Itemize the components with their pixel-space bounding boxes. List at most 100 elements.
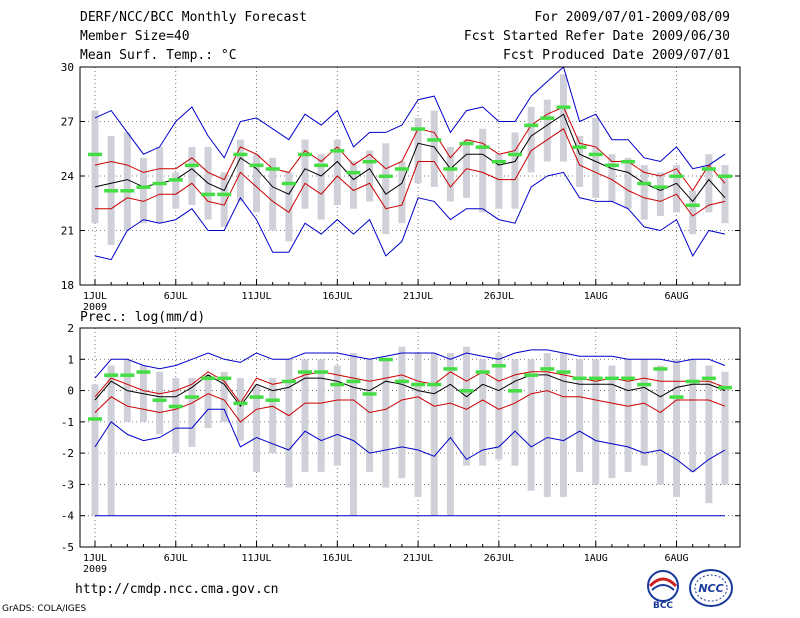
member-mark (604, 163, 619, 168)
ensemble-bar (576, 359, 584, 472)
member-mark (508, 152, 522, 157)
ensemble-bar (349, 161, 357, 209)
ensemble-bar (640, 359, 648, 466)
y-tick-label: -1 (61, 416, 74, 429)
member-mark (104, 373, 119, 377)
x-tick-label: 6AUG (664, 553, 688, 564)
member-mark (120, 373, 135, 377)
x-tick-label: 1JUL (83, 291, 107, 302)
ensemble-bar (317, 154, 325, 220)
ensemble-bar (527, 359, 535, 491)
y-tick-label: 0 (67, 385, 74, 398)
member-mark (427, 382, 442, 387)
ensemble-bar (317, 359, 325, 472)
series-p-high (94, 371, 726, 404)
member-mark (298, 370, 312, 374)
member-mark (217, 376, 232, 381)
member-mark (201, 376, 216, 381)
series-min (94, 171, 726, 261)
ensemble-bar (382, 143, 390, 235)
member-mark (184, 395, 199, 399)
member-mark (604, 376, 619, 381)
ensemble-bar (656, 172, 664, 216)
ensemble-bar (123, 132, 131, 231)
ensemble-bar (333, 365, 341, 466)
member-mark (443, 167, 458, 171)
member-mark (637, 382, 652, 387)
member-mark (653, 367, 668, 371)
ensemble-bar (398, 346, 406, 479)
member-mark (378, 357, 393, 362)
member-mark (491, 159, 506, 164)
x-tick-label: 6JUL (164, 291, 188, 302)
footer-url[interactable]: http://cmdp.ncc.cma.gov.cn (75, 582, 279, 597)
member-mark (443, 367, 458, 371)
year-label: 2009 (83, 302, 107, 313)
member-mark (556, 370, 571, 374)
ensemble-bar (511, 132, 519, 209)
x-tick-label: 6JUL (164, 553, 188, 564)
x-tick-label: 11JUL (241, 553, 271, 564)
member-mark (233, 152, 248, 157)
ensemble-bar (592, 359, 600, 485)
member-mark (411, 382, 426, 387)
series-mean (94, 113, 726, 203)
ensemble-bar (172, 378, 180, 454)
x-tick-label: 26JUL (484, 553, 514, 564)
y-tick-label: 2 (67, 322, 74, 335)
ensemble-bar (673, 165, 681, 213)
member-mark (233, 401, 248, 406)
member-mark (411, 127, 426, 131)
ensemble-bar (689, 190, 697, 235)
y-tick-label: -3 (61, 478, 74, 491)
ensemble-bar (640, 165, 648, 220)
x-tick-label: 21JUL (403, 291, 433, 302)
member-mark (330, 382, 345, 387)
ensemble-bar (511, 359, 519, 466)
member-mark (556, 105, 571, 109)
member-mark (685, 203, 700, 208)
ensemble-bar (253, 384, 261, 472)
y-tick-label: 24 (61, 170, 75, 183)
member-mark (346, 170, 361, 175)
member-mark (459, 141, 474, 146)
series-max (94, 349, 726, 379)
ensemble-bar (139, 157, 147, 224)
member-mark (669, 174, 684, 178)
y-tick-label: 21 (61, 225, 74, 238)
x-tick-label: 26JUL (484, 291, 514, 302)
bcc-logo: BCC (647, 570, 679, 610)
ensemble-bar (559, 353, 567, 497)
ensemble-bar (673, 359, 681, 497)
forecast-period: For 2009/07/01-2009/08/09 (534, 10, 730, 25)
member-mark (701, 376, 716, 381)
panel-temperature: 18 21 24 27 30 1JUL 6JUL 11JUL 16JUL 21JUL 26JUL 1A… (61, 61, 741, 313)
y-tick-label: 30 (61, 61, 74, 74)
bcc-logo-text: BCC (653, 601, 673, 610)
ensemble-bar (285, 359, 293, 488)
member-mark (572, 145, 587, 149)
ensemble-bar (156, 371, 164, 435)
y-tick-label: -2 (61, 447, 74, 460)
ensemble-bar (236, 378, 244, 441)
member-mark (394, 167, 409, 171)
x-tick-label: 1AUG (584, 291, 608, 302)
ensemble-bar (446, 353, 454, 516)
x-tick-label: 1JUL (83, 553, 107, 564)
member-mark (136, 185, 151, 189)
member-mark (475, 370, 490, 374)
x-tick-label: 16JUL (322, 291, 352, 302)
member-mark (184, 163, 199, 168)
series-max (94, 66, 726, 170)
ensemble-bar (430, 353, 438, 516)
member-mark (718, 174, 732, 178)
ensemble-bar (624, 157, 632, 209)
ensemble-bar (172, 172, 180, 209)
ensemble-bar (624, 359, 632, 472)
grads-credit: GrADS: COLA/IGES (2, 604, 87, 614)
member-mark (362, 392, 377, 396)
ncc-logo: NCC (689, 569, 733, 607)
ensemble-bar (527, 106, 535, 173)
